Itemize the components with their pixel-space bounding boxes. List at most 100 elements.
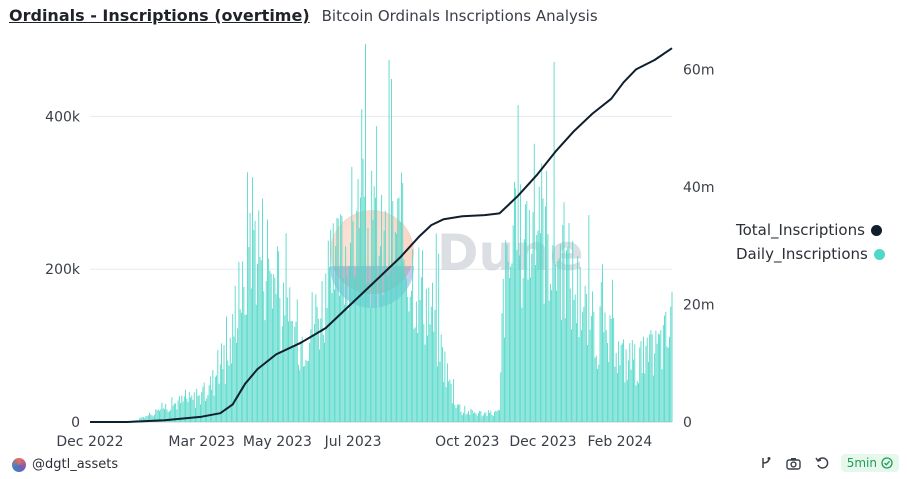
daily-bar — [638, 383, 639, 422]
chart-legend: Total_Inscriptions Daily_Inscriptions — [736, 218, 885, 266]
daily-bar — [612, 279, 613, 422]
daily-bar — [566, 250, 567, 422]
daily-bar — [583, 306, 585, 422]
daily-bar — [639, 347, 641, 422]
daily-bar — [238, 261, 240, 422]
daily-bar — [399, 221, 401, 422]
daily-bar — [610, 318, 612, 422]
refresh-interval-badge[interactable]: 5min — [840, 454, 899, 472]
daily-bar — [351, 166, 353, 422]
legend-label-daily: Daily_Inscriptions — [736, 245, 868, 263]
daily-bar — [249, 212, 251, 422]
daily-bar — [489, 413, 491, 422]
daily-bar — [144, 418, 146, 422]
daily-bar — [233, 336, 235, 422]
daily-bar — [149, 412, 150, 422]
legend-item-daily[interactable]: Daily_Inscriptions — [736, 242, 885, 266]
daily-bar — [470, 408, 472, 422]
daily-bar — [320, 318, 322, 422]
daily-bar — [576, 322, 577, 422]
daily-bar — [525, 204, 527, 422]
daily-bar — [497, 409, 499, 422]
daily-bar — [327, 240, 329, 422]
daily-bar — [214, 376, 216, 422]
daily-bar — [227, 360, 229, 422]
daily-bar — [217, 350, 219, 422]
daily-bar — [226, 316, 227, 422]
daily-bar — [235, 342, 237, 422]
daily-bar — [432, 282, 433, 422]
daily-bar — [305, 359, 307, 422]
daily-bar — [437, 366, 438, 422]
daily-bar — [301, 336, 303, 422]
daily-bar — [640, 341, 642, 422]
legend-label-total: Total_Inscriptions — [736, 221, 865, 239]
daily-bar — [259, 257, 261, 422]
daily-bar — [255, 304, 257, 422]
daily-bar — [556, 290, 558, 422]
camera-icon[interactable] — [785, 454, 803, 472]
daily-bar — [517, 105, 519, 422]
daily-bar — [378, 255, 380, 422]
daily-bar — [408, 311, 410, 422]
daily-bar — [572, 241, 574, 422]
daily-bar — [512, 225, 514, 422]
daily-bar — [595, 355, 597, 422]
daily-bar — [636, 380, 638, 422]
daily-bar — [528, 210, 530, 422]
daily-bar — [412, 249, 414, 422]
daily-bar — [146, 416, 148, 422]
daily-bar — [252, 177, 253, 422]
daily-bar — [222, 368, 224, 422]
daily-bar — [455, 407, 457, 422]
author-link[interactable]: @dgtl_assets — [12, 457, 118, 472]
daily-bar — [293, 347, 294, 422]
daily-bar — [177, 400, 179, 422]
daily-bars — [128, 43, 673, 423]
daily-bar — [154, 414, 155, 422]
daily-bar — [391, 78, 392, 422]
daily-bar — [257, 263, 258, 422]
daily-bar — [341, 215, 343, 422]
daily-bar — [590, 315, 592, 422]
daily-bar — [319, 349, 321, 422]
daily-bar — [208, 385, 210, 422]
daily-bar — [616, 373, 618, 422]
daily-bar — [335, 245, 337, 422]
daily-bar — [243, 286, 245, 422]
daily-bar — [588, 215, 590, 422]
daily-bar — [649, 334, 651, 422]
daily-bar — [522, 278, 524, 422]
refresh-icon[interactable] — [813, 454, 831, 472]
daily-bar — [469, 414, 471, 422]
daily-bar — [203, 382, 205, 422]
daily-bar — [513, 181, 515, 422]
daily-bar — [609, 315, 611, 422]
chart-title-link[interactable]: Ordinals - Inscriptions (overtime) — [9, 6, 310, 25]
daily-bar — [342, 277, 344, 422]
daily-bar — [538, 186, 540, 422]
daily-bar — [428, 287, 430, 422]
daily-bar — [374, 197, 376, 422]
daily-bar — [275, 294, 277, 422]
daily-bar — [365, 43, 366, 422]
daily-bar — [182, 401, 184, 422]
x-tick-label: May 2023 — [243, 434, 312, 450]
legend-item-total[interactable]: Total_Inscriptions — [736, 218, 885, 242]
daily-bar — [641, 372, 643, 422]
daily-bar — [558, 258, 560, 422]
daily-bar — [303, 366, 304, 422]
daily-bar — [629, 343, 631, 422]
daily-bar — [191, 395, 193, 422]
refresh-interval-label: 5min — [846, 456, 877, 470]
daily-bar — [515, 188, 517, 422]
daily-bar — [502, 278, 504, 422]
daily-bar — [530, 277, 531, 422]
daily-bar — [485, 412, 487, 422]
daily-bar — [535, 264, 536, 422]
fork-icon[interactable] — [757, 454, 775, 472]
daily-bar — [358, 228, 360, 422]
daily-bar — [300, 340, 302, 422]
daily-bar — [316, 306, 318, 422]
daily-bar — [197, 395, 199, 422]
